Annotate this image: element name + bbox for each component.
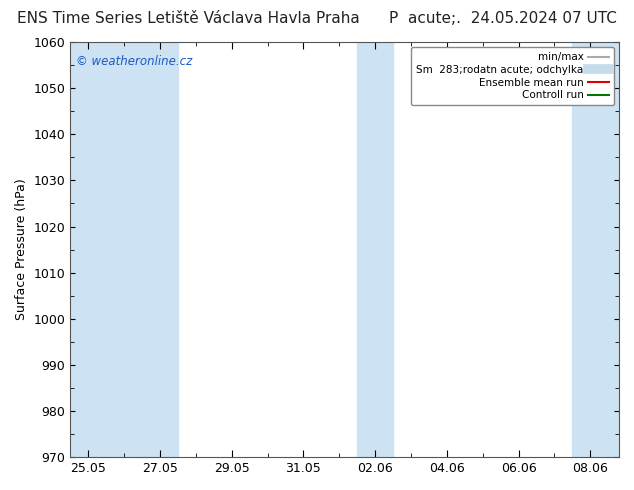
Bar <box>70 42 178 457</box>
Text: © weatheronline.cz: © weatheronline.cz <box>76 54 192 68</box>
Legend: min/max, Sm  283;rodatn acute; odchylka, Ensemble mean run, Controll run: min/max, Sm 283;rodatn acute; odchylka, … <box>411 47 614 105</box>
Bar <box>357 42 393 457</box>
Text: ENS Time Series Letiště Václava Havla Praha      P  acute;.  24.05.2024 07 UTC: ENS Time Series Letiště Václava Havla Pr… <box>17 11 617 26</box>
Y-axis label: Surface Pressure (hPa): Surface Pressure (hPa) <box>15 179 28 320</box>
Bar <box>573 42 619 457</box>
